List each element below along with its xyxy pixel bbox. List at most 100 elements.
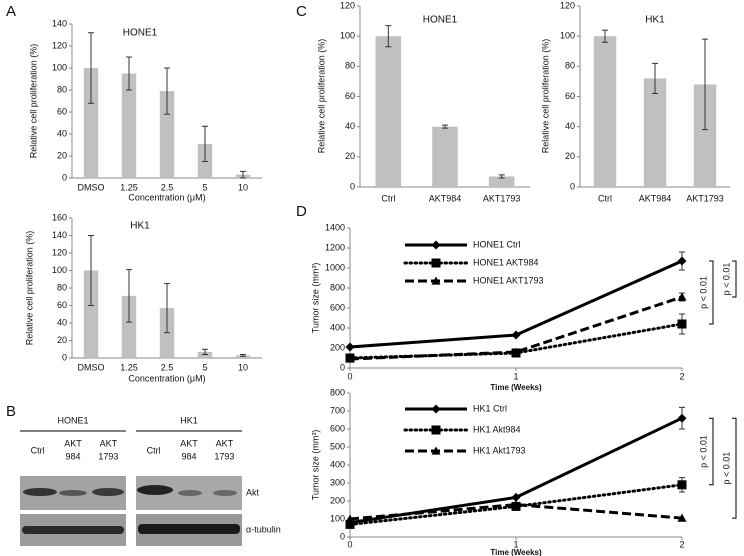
y-tick-label: 0 — [340, 362, 345, 372]
y-tick-label: 80 — [345, 61, 355, 71]
marker — [511, 330, 521, 340]
y-tick-label: 140 — [52, 230, 67, 240]
x-tick-label: 1 — [513, 539, 518, 549]
lane-label: 1793 — [98, 451, 118, 461]
bracket — [709, 260, 714, 325]
y-tick-label: 20 — [57, 150, 67, 160]
x-tick-label: 5 — [202, 362, 207, 372]
y-axis-label: Relative cell proliferation (%) — [316, 39, 326, 154]
y-axis-label: Relative cell proliferation (%) — [540, 39, 550, 154]
y-tick-label: 0 — [350, 181, 355, 191]
panel-label: C — [296, 3, 307, 20]
band — [59, 490, 87, 496]
y-tick-label: 60 — [345, 91, 355, 101]
x-tick-label: 0 — [347, 371, 352, 381]
error-bar — [702, 38, 708, 131]
y-tick-label: 120 — [340, 0, 355, 10]
error-bar — [385, 25, 392, 48]
legend-label: HK1 Akt984 — [473, 424, 521, 434]
x-tick-label: 5 — [202, 182, 207, 192]
lane-label: Ctrl — [147, 445, 161, 455]
x-axis-label: Time (Weeks) — [490, 383, 542, 392]
y-tick-label: 120 — [52, 247, 67, 257]
x-tick-label: 1 — [513, 371, 518, 381]
x-axis-label: Concentration (μM) — [128, 373, 205, 383]
y-tick-label: 300 — [330, 477, 345, 487]
lane-label: 984 — [181, 451, 196, 461]
x-tick-label: 1.25 — [120, 182, 138, 192]
line — [349, 295, 683, 361]
y-tick-label: 100 — [340, 31, 355, 41]
x-tick-label: 0 — [347, 539, 352, 549]
annotation: p < 0.01 — [698, 435, 708, 468]
y-axis-label: Relative cell proliferation (%) — [24, 231, 34, 346]
bar — [83, 270, 99, 358]
band — [138, 524, 240, 534]
band — [92, 488, 124, 496]
marker — [345, 519, 355, 529]
x-axis-label: Time (Weeks) — [490, 548, 542, 556]
error-bar — [652, 62, 658, 94]
legend-label: HONE1 Ctrl — [473, 239, 521, 249]
y-tick-label: 1000 — [325, 262, 345, 272]
x-tick-label: AKT984 — [429, 193, 462, 203]
y-axis-label: Tumor size (mm³) — [310, 430, 320, 501]
marker — [511, 347, 521, 356]
chart-title: HK1 — [130, 221, 150, 232]
y-tick-label: 40 — [565, 121, 575, 131]
y-tick-label: 400 — [330, 459, 345, 469]
marker — [345, 514, 355, 523]
bracket — [732, 260, 737, 298]
chart-title: HK1 — [645, 15, 665, 26]
row-label: α-tubulin — [246, 524, 281, 534]
band — [23, 488, 57, 496]
x-tick-label: AKT984 — [639, 193, 672, 203]
band — [22, 526, 124, 534]
y-tick-label: 80 — [565, 61, 575, 71]
y-tick-label: 1200 — [325, 242, 345, 252]
row-label: Akt — [246, 487, 260, 497]
blot-group-label: HONE1 — [57, 415, 88, 425]
y-tick-label: 20 — [57, 335, 67, 345]
bar — [693, 84, 717, 187]
panel-label: D — [296, 203, 307, 220]
marker — [345, 354, 355, 363]
y-tick-label: 500 — [330, 441, 345, 451]
y-tick-label: 100 — [52, 265, 67, 275]
marker — [677, 413, 687, 423]
y-tick-label: 60 — [565, 91, 575, 101]
panel-label: A — [6, 3, 16, 20]
y-tick-label: 160 — [52, 212, 67, 222]
bar — [643, 78, 667, 187]
chart-title: HONE1 — [423, 15, 458, 26]
legend-marker — [431, 425, 441, 435]
legend-marker — [431, 404, 441, 414]
y-tick-label: 800 — [330, 387, 345, 397]
panel-label: B — [6, 403, 16, 420]
x-tick-label: 1.25 — [120, 362, 138, 372]
bar — [159, 91, 175, 178]
y-tick-label: 40 — [57, 128, 67, 138]
x-tick-label: Ctrl — [598, 193, 612, 203]
lane-label: AKT — [216, 438, 234, 448]
legend-label: HONE1 AKT1793 — [473, 275, 544, 285]
bar — [83, 68, 99, 178]
marker — [677, 319, 687, 329]
legend-label: HK1 Akt1793 — [473, 445, 526, 455]
annotation: p < 0.01 — [698, 276, 708, 309]
y-tick-label: 20 — [345, 151, 355, 161]
y-tick-label: 0 — [570, 181, 575, 191]
line — [349, 503, 683, 521]
y-tick-label: 0 — [62, 352, 67, 362]
y-tick-label: 140 — [52, 18, 67, 28]
y-tick-label: 20 — [565, 151, 575, 161]
lane-label: Ctrl — [31, 445, 45, 455]
bracket — [709, 417, 714, 486]
bar — [488, 176, 515, 187]
legend-marker — [431, 276, 441, 285]
error-bar — [202, 125, 208, 162]
legend-label: HK1 Ctrl — [473, 403, 507, 413]
x-tick-label: 2 — [679, 371, 684, 381]
annotation: p < 0.01 — [721, 263, 731, 296]
